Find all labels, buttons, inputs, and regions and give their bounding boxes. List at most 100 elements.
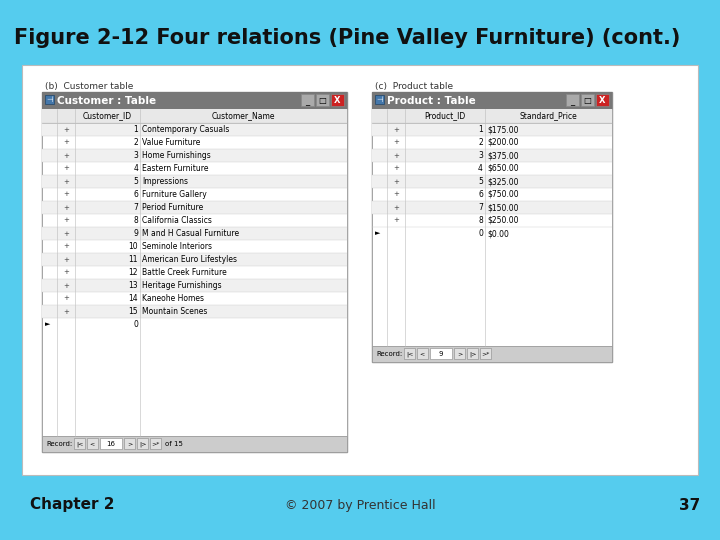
Text: 2: 2 (478, 138, 483, 147)
Text: $250.00: $250.00 (487, 216, 518, 225)
Bar (124, 438, 135, 449)
Text: □: □ (318, 96, 326, 105)
Text: >: > (127, 442, 132, 447)
Text: +: + (393, 192, 399, 198)
Text: +: + (393, 139, 399, 145)
Text: 1: 1 (478, 125, 483, 134)
Text: |>: |> (469, 351, 476, 357)
Text: +: + (63, 126, 69, 132)
Text: Battle Creek Furniture: Battle Creek Furniture (142, 268, 227, 277)
Text: ►: ► (375, 231, 381, 237)
Bar (100, 438, 122, 449)
Text: +: + (63, 282, 69, 288)
Bar (375, 95, 384, 104)
Text: Record:: Record: (46, 441, 72, 447)
Text: 37: 37 (679, 497, 700, 512)
Text: _: _ (570, 97, 575, 106)
Bar (417, 348, 428, 359)
Bar (454, 348, 465, 359)
Text: X: X (599, 96, 606, 105)
Bar (42, 305, 347, 318)
Text: Furniture Gallery: Furniture Gallery (142, 190, 207, 199)
Text: California Classics: California Classics (142, 216, 212, 225)
Text: $325.00: $325.00 (487, 177, 518, 186)
Bar (42, 436, 347, 452)
Text: +: + (63, 295, 69, 301)
Bar (372, 92, 612, 362)
Bar (596, 94, 609, 106)
Bar (74, 438, 85, 449)
Text: +: + (63, 165, 69, 172)
Bar (372, 92, 612, 109)
Text: +: + (63, 179, 69, 185)
Text: $375.00: $375.00 (487, 151, 518, 160)
Text: © 2007 by Prentice Hall: © 2007 by Prentice Hall (284, 498, 436, 511)
Text: X: X (334, 96, 341, 105)
Text: >*: >* (151, 442, 160, 447)
Text: □: □ (584, 96, 591, 105)
Text: ⊣: ⊣ (46, 95, 53, 104)
Text: 11: 11 (128, 255, 138, 264)
Bar (566, 94, 579, 106)
Text: <: < (90, 442, 95, 447)
Bar (331, 94, 344, 106)
Text: 9: 9 (438, 351, 444, 357)
Bar (42, 227, 347, 240)
Text: Value Furniture: Value Furniture (142, 138, 200, 147)
Text: +: + (393, 152, 399, 159)
Bar (467, 348, 478, 359)
Bar (42, 109, 347, 436)
Text: 6: 6 (478, 190, 483, 199)
Text: 7: 7 (478, 203, 483, 212)
Text: Eastern Furniture: Eastern Furniture (142, 164, 209, 173)
Text: |>: |> (139, 441, 146, 447)
Text: (b)  Customer table: (b) Customer table (45, 82, 133, 91)
Text: Customer : Table: Customer : Table (57, 96, 156, 105)
Text: >*: >* (481, 352, 490, 356)
Text: Product_ID: Product_ID (424, 111, 466, 120)
Text: +: + (393, 179, 399, 185)
Text: 9: 9 (133, 229, 138, 238)
Text: +: + (393, 165, 399, 172)
Text: 16: 16 (107, 441, 115, 447)
Text: Mountain Scenes: Mountain Scenes (142, 307, 207, 316)
Text: Product : Table: Product : Table (387, 96, 476, 105)
Text: 3: 3 (133, 151, 138, 160)
Text: _: _ (305, 97, 310, 106)
Text: 6: 6 (133, 190, 138, 199)
Text: +: + (63, 192, 69, 198)
Bar (42, 253, 347, 266)
Bar (372, 201, 612, 214)
Bar (480, 348, 491, 359)
Text: Record:: Record: (376, 351, 402, 357)
Text: +: + (63, 205, 69, 211)
Text: $0.00: $0.00 (487, 229, 509, 238)
Bar (372, 346, 612, 362)
Text: $200.00: $200.00 (487, 138, 518, 147)
Text: 8: 8 (478, 216, 483, 225)
Text: Kaneohe Homes: Kaneohe Homes (142, 294, 204, 303)
Text: +: + (393, 126, 399, 132)
Text: +: + (63, 152, 69, 159)
Text: Period Furniture: Period Furniture (142, 203, 203, 212)
Text: 4: 4 (133, 164, 138, 173)
Text: Contemporary Casuals: Contemporary Casuals (142, 125, 230, 134)
Bar (42, 175, 347, 188)
Text: +: + (63, 218, 69, 224)
Text: +: + (63, 244, 69, 249)
Text: +: + (63, 139, 69, 145)
Text: 0: 0 (478, 229, 483, 238)
Text: Figure 2-12 Four relations (Pine Valley Furniture) (cont.): Figure 2-12 Four relations (Pine Valley … (14, 28, 680, 48)
Bar (372, 109, 612, 346)
Text: Customer_Name: Customer_Name (212, 111, 275, 120)
Text: Heritage Furnishings: Heritage Furnishings (142, 281, 222, 290)
Text: 3: 3 (478, 151, 483, 160)
Text: Standard_Price: Standard_Price (520, 111, 577, 120)
Text: +: + (393, 205, 399, 211)
Text: >: > (457, 352, 462, 356)
Text: 8: 8 (133, 216, 138, 225)
Bar (42, 109, 347, 123)
Text: American Euro Lifestyles: American Euro Lifestyles (142, 255, 237, 264)
Text: of 15: of 15 (165, 441, 183, 447)
Text: |<: |< (76, 441, 84, 447)
